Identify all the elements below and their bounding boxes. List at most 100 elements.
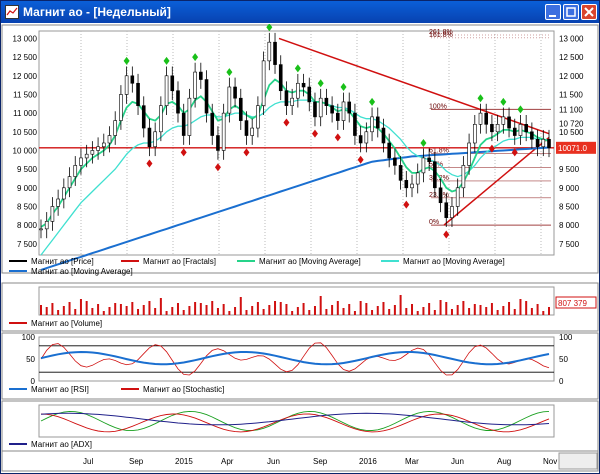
osc-y-tick: 0 (31, 377, 36, 386)
price-candle (210, 112, 215, 136)
price-y-tick: 9 000 (17, 184, 38, 193)
volume-bar (468, 308, 471, 315)
volume-bar (154, 308, 157, 315)
adx-line (40, 412, 550, 426)
volume-bar (176, 303, 179, 315)
volume-bar (285, 304, 288, 315)
fractal-down-marker (334, 133, 341, 142)
price-candle (467, 142, 471, 166)
x-axis-label: Sep (313, 457, 328, 466)
price-right-tick: 11 500 (559, 90, 583, 99)
price-candle (324, 97, 329, 106)
price-candle (119, 94, 123, 121)
price-candle (244, 120, 249, 136)
fractal-up-marker (420, 139, 427, 147)
volume-bar (245, 310, 248, 315)
chart-area[interactable]: 13 000 12 500 12 000 11 500 11 000 10 500 10 0… (1, 24, 599, 473)
price-candle (101, 142, 106, 148)
price-candle (267, 41, 272, 62)
title-bar[interactable]: Магнит ао - [Недельный] (1, 1, 599, 23)
volume-bar (205, 305, 208, 315)
oscillator-plot[interactable] (38, 336, 555, 382)
price-plot[interactable] (38, 30, 555, 256)
price-candle (147, 127, 152, 148)
maximize-button[interactable] (563, 4, 579, 20)
price-candle (336, 112, 340, 121)
volume-bar (519, 299, 522, 315)
fractal-up-marker (226, 68, 233, 77)
fractal-up-marker (317, 79, 324, 88)
price-candle (444, 202, 449, 218)
volume-bar (388, 309, 391, 315)
price-candle (290, 97, 294, 106)
volume-badge (555, 296, 597, 309)
price-candle (472, 124, 477, 144)
price-candle (44, 221, 49, 230)
minimize-button[interactable] (545, 4, 561, 20)
volume-bar (137, 309, 140, 315)
volume-bar (188, 306, 191, 315)
price-right-tick: 10 500 (559, 128, 584, 137)
price-candle (39, 228, 43, 231)
close-button[interactable] (581, 4, 597, 20)
legend-label: Магнит ао [Volume] (31, 319, 102, 328)
price-y-tick: 12 000 (13, 72, 38, 81)
volume-bar (79, 299, 82, 315)
price-candle (261, 60, 266, 106)
price-candle (170, 75, 175, 92)
x-axis-label: Jun (267, 457, 280, 466)
volume-bar (313, 306, 316, 315)
price-candle (124, 75, 129, 95)
fractal-up-marker (477, 94, 484, 103)
volume-bar (416, 311, 419, 315)
volume-bar (502, 306, 505, 315)
price-candle (375, 116, 380, 129)
price-candle (141, 105, 146, 129)
price-candle (256, 105, 260, 129)
volume-bar (508, 302, 511, 315)
price-candle (484, 112, 489, 125)
price-candle (62, 187, 66, 200)
fractal-down-marker (214, 163, 221, 172)
price-right-tick: 10 720 (559, 120, 584, 129)
volume-bar (74, 309, 77, 315)
price-candle (530, 131, 534, 140)
fractal-down-marker (243, 148, 250, 157)
volume-bar (365, 303, 368, 315)
price-candle (96, 146, 100, 151)
volume-bar (279, 302, 282, 315)
volume-bar (62, 306, 65, 315)
volume-bar (348, 304, 351, 315)
price-candle (433, 161, 437, 189)
volume-bar (171, 307, 174, 315)
volume-plot[interactable] (38, 286, 555, 316)
volume-bar (548, 307, 550, 315)
price-candle (410, 183, 414, 189)
price-candle (301, 82, 306, 88)
price-y-tick: 7 500 (17, 240, 38, 249)
volume-bar (342, 308, 345, 315)
volume-bar (148, 301, 151, 315)
osc-right-tick: 100 (559, 333, 573, 342)
price-candle (358, 135, 363, 144)
legend-label: Магнит ао [RSI] (31, 385, 89, 394)
price-candle (159, 105, 163, 133)
scroll-corner[interactable] (558, 452, 598, 470)
price-candle (347, 101, 352, 114)
volume-bar (308, 310, 311, 315)
volume-bar (462, 301, 465, 315)
volume-bar (479, 305, 482, 315)
price-y-tick: 9 500 (17, 165, 38, 174)
fibo-label: 261.8% (429, 29, 453, 36)
volume-bar (102, 311, 105, 315)
fractal-up-marker (123, 56, 130, 65)
x-axis-label: Sep (129, 457, 144, 466)
fractal-up-marker (294, 64, 301, 73)
price-candle (318, 97, 323, 118)
adx-plot[interactable] (38, 404, 555, 438)
x-axis-label: Apr (221, 457, 234, 466)
volume-bar (262, 309, 265, 315)
price-candle (176, 90, 180, 114)
volume-bar (40, 305, 42, 315)
